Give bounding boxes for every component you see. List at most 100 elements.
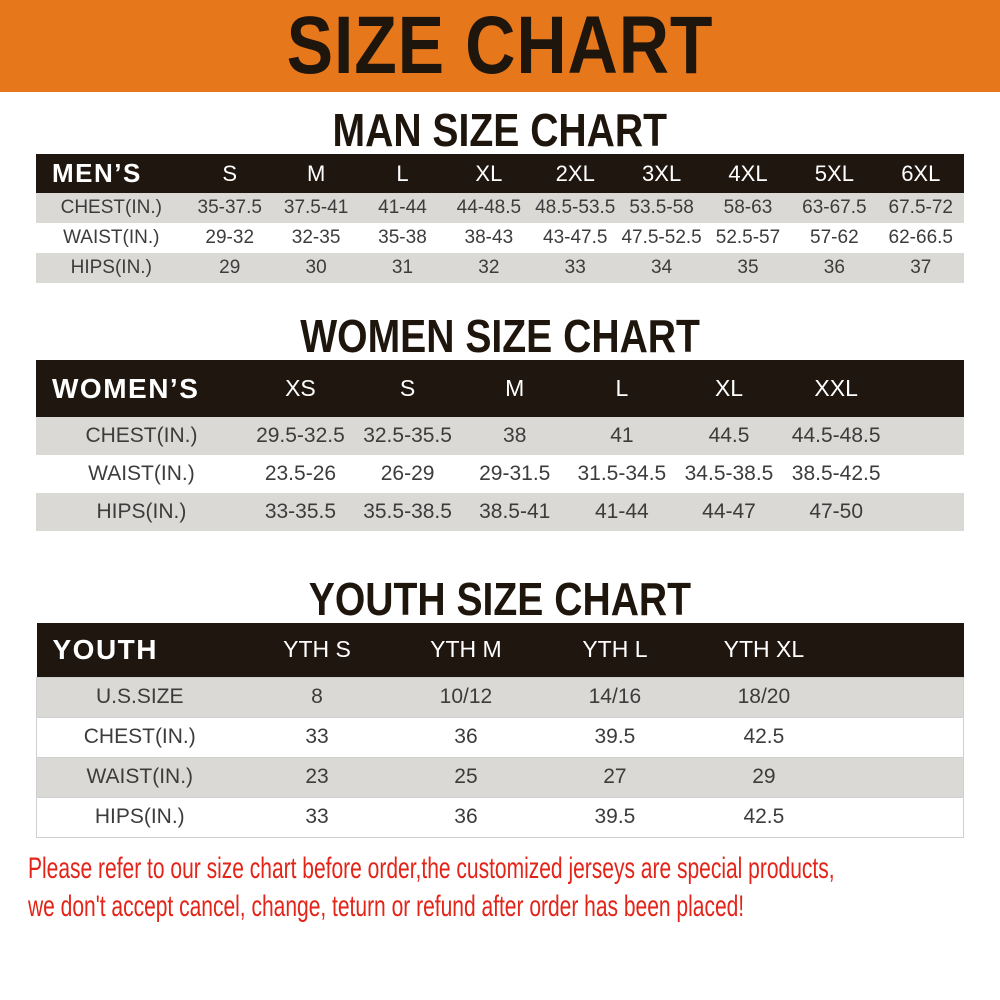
value-cell: 29	[219, 257, 241, 278]
column-header-cell: 4XL	[728, 160, 768, 186]
youth-section-heading-text: YOUTH SIZE CHART	[308, 573, 692, 625]
value-cell: 34	[651, 257, 673, 278]
disclaimer-line-1-text: Please refer to our size chart before or…	[28, 851, 835, 885]
spacer-cell	[890, 360, 964, 417]
value-cell: 42.5	[689, 796, 839, 838]
table-row: CHEST(IN.) 29.5-32.5 32.5-35.5 38 41 44.5 44.5…	[36, 417, 964, 455]
value-cell: 37	[910, 257, 932, 278]
value-cell: 43-47.5	[543, 227, 608, 248]
value-cell: 33	[564, 257, 586, 278]
value-cell: 41-44	[595, 500, 649, 523]
table-row: U.S.SIZE 8 10/12 14/16 18/20	[35, 676, 965, 718]
value-cell: 48.5-53.5	[535, 197, 616, 218]
spacer-cell	[838, 756, 965, 798]
spacer-cell	[838, 676, 965, 718]
value-cell: 33-35.5	[264, 500, 337, 523]
value-cell: 29-32	[205, 227, 255, 248]
table-title-cell: WOMEN’S	[52, 372, 200, 404]
value-cell: 30	[305, 257, 327, 278]
value-cell: 47-50	[809, 500, 864, 523]
spacer-cell	[838, 623, 963, 677]
spacer-cell	[838, 796, 965, 838]
row-label-cell: HIPS(IN.)	[35, 796, 243, 838]
column-header-cell: XL	[475, 160, 503, 186]
column-header-cell: XL	[714, 375, 744, 401]
value-cell: 14/16	[540, 676, 690, 718]
column-header-cell: M	[306, 160, 326, 186]
value-cell: 35-37.5	[197, 197, 262, 218]
value-cell: 31.5-34.5	[577, 462, 667, 485]
value-cell: 44.5	[708, 424, 750, 447]
disclaimer-line-1: Please refer to our size chart before or…	[28, 850, 1000, 888]
value-cell: 35.5-38.5	[363, 500, 452, 523]
spacer-cell	[890, 493, 964, 531]
page-title: SIZE CHART	[286, 0, 714, 91]
value-cell: 25	[391, 756, 541, 798]
value-cell: 39.5	[540, 796, 690, 838]
spacer-cell	[890, 455, 964, 493]
column-header-cell: 3XL	[642, 160, 682, 186]
value-cell: 31	[391, 257, 414, 278]
value-cell: 58-63	[723, 197, 773, 218]
column-header-cell: S	[222, 160, 238, 186]
value-cell: 32-35	[291, 227, 341, 248]
value-cell: 29-31.5	[479, 462, 551, 485]
table-row: HIPS(IN.) 33-35.5 35.5-38.5 38.5-41 41-44 44-…	[36, 493, 964, 531]
value-cell: 44-47	[702, 500, 756, 523]
value-cell: 8	[242, 676, 392, 718]
value-cell: 47.5-52.5	[621, 227, 702, 248]
value-cell: 38.5-41	[479, 500, 551, 523]
disclaimer-line-2-text: we don't accept cancel, change, teturn o…	[28, 889, 745, 923]
column-header-cell: 2XL	[555, 160, 595, 186]
row-label-cell: WAIST(IN.)	[88, 462, 195, 485]
column-header-cell: YTH M	[430, 636, 502, 663]
value-cell: 44.5-48.5	[791, 424, 881, 447]
value-cell: 41	[610, 424, 634, 447]
value-cell: 10/12	[391, 676, 541, 718]
section-men: MAN SIZE CHART MEN’S S M L XL 2XL 3XL 4XL 5XL 6XL…	[0, 106, 1000, 283]
value-cell: 36	[391, 796, 541, 838]
table-title-cell: YOUTH	[52, 633, 158, 665]
value-cell: 27	[540, 756, 690, 798]
value-cell: 36	[823, 257, 845, 278]
value-cell: 34.5-38.5	[684, 462, 774, 485]
table-row: WAIST(IN.) 29-32 32-35 35-38 38-43 43-47.5 47.…	[36, 223, 964, 253]
column-header-cell: S	[399, 375, 416, 401]
value-cell: 52.5-57	[715, 227, 781, 248]
column-header-cell: YTH L	[582, 636, 648, 663]
header-row: WOMEN’S XS S M L XL XXL	[36, 360, 964, 417]
row-label-cell: U.S.SIZE	[35, 676, 243, 718]
row-label-cell: WAIST(IN.)	[63, 227, 160, 248]
value-cell: 53.5-58	[629, 197, 694, 218]
table-row: CHEST(IN.) 35-37.5 37.5-41 41-44 44-48.5 48.5…	[36, 193, 964, 223]
value-cell: 57-62	[810, 227, 859, 248]
value-cell: 18/20	[689, 676, 839, 718]
spacer-cell	[890, 417, 964, 455]
disclaimer: Please refer to our size chart before or…	[28, 850, 1000, 926]
value-cell: 39.5	[540, 716, 690, 758]
value-cell: 38.5-42.5	[791, 462, 881, 485]
value-cell: 32.5-35.5	[363, 424, 452, 447]
column-header-cell: M	[505, 375, 525, 401]
row-label-cell: HIPS(IN.)	[96, 500, 187, 523]
disclaimer-line-2: we don't accept cancel, change, teturn o…	[28, 888, 1000, 926]
table-row: WAIST(IN.) 23 25 27 29	[35, 756, 965, 798]
value-cell: 35-38	[378, 227, 427, 248]
value-cell: 23.5-26	[264, 462, 337, 485]
column-header-cell: 5XL	[814, 160, 854, 186]
men-section-heading-text: MAN SIZE CHART	[332, 104, 668, 156]
value-cell: 29	[689, 756, 839, 798]
value-cell: 29.5-32.5	[256, 424, 345, 447]
value-cell: 63-67.5	[802, 197, 867, 218]
youth-section-heading: YOUTH SIZE CHART	[0, 575, 1000, 623]
table-row: CHEST(IN.) 33 36 39.5 42.5	[35, 716, 965, 758]
value-cell: 37.5-41	[283, 197, 349, 218]
row-label-cell: CHEST(IN.)	[60, 197, 162, 218]
youth-size-table: YOUTH YTH S YTH M YTH L YTH XL U.S.SIZE 8 10/12…	[35, 623, 965, 838]
men-size-table: MEN’S S M L XL 2XL 3XL 4XL 5XL 6XL CHEST(IN.) 35-37…	[36, 154, 964, 283]
column-header-cell: XS	[285, 375, 316, 401]
column-header-cell: 6XL	[901, 160, 941, 186]
men-section-heading: MAN SIZE CHART	[0, 106, 1000, 154]
column-header-cell: YTH S	[283, 636, 351, 663]
value-cell: 41-44	[378, 197, 427, 218]
